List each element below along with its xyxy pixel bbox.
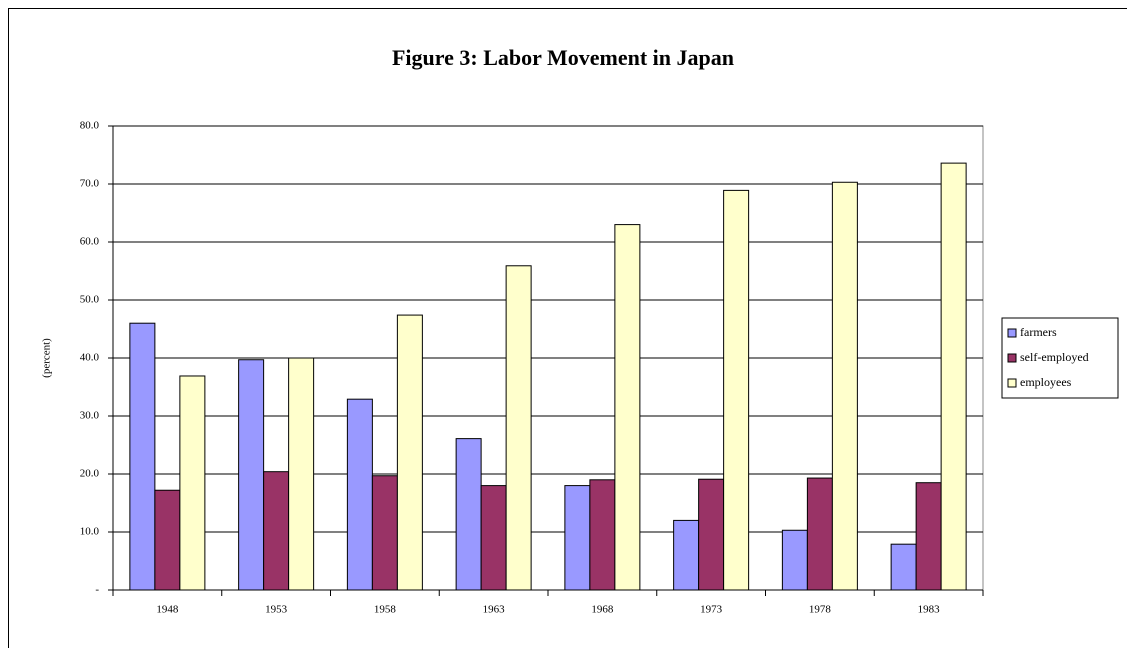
x-tick-label: 1953 [265, 604, 288, 616]
bar [371, 475, 398, 591]
bar [698, 478, 725, 591]
x-tick-label: 1958 [374, 604, 397, 616]
y-tick-label: - [95, 584, 99, 596]
bar [890, 543, 917, 591]
legend-swatch [1007, 328, 1017, 338]
bar [915, 482, 942, 591]
bar [589, 479, 616, 591]
legend-label: self-employed [1020, 350, 1089, 364]
y-axis-label: (percent) [41, 338, 53, 378]
bar [179, 375, 206, 591]
bar [564, 485, 591, 591]
y-tick-label: 10.0 [80, 526, 100, 538]
x-tick-label: 1973 [700, 604, 723, 616]
legend-label: farmers [1020, 325, 1057, 339]
x-tick-label: 1968 [591, 604, 614, 616]
bar [673, 519, 700, 591]
bar [806, 477, 833, 591]
y-tick-label: 20.0 [80, 468, 100, 480]
bar [263, 471, 290, 591]
y-tick-label: 50.0 [80, 294, 100, 306]
legend-swatch [1007, 353, 1017, 363]
y-tick-label: 30.0 [80, 410, 100, 422]
bar [129, 322, 156, 591]
bar [346, 398, 373, 591]
y-tick-label: 40.0 [80, 352, 100, 364]
bar [154, 489, 181, 591]
x-tick-label: 1978 [809, 604, 832, 616]
bar [781, 529, 808, 591]
bar [396, 314, 423, 591]
x-tick-label: 1948 [156, 604, 179, 616]
bar [831, 181, 858, 591]
bar [288, 357, 315, 591]
legend-swatch [1007, 378, 1017, 388]
bar [614, 224, 641, 591]
x-tick-label: 1963 [483, 604, 506, 616]
legend-label: employees [1020, 375, 1072, 389]
bar [455, 438, 482, 591]
y-tick-label: 60.0 [80, 236, 100, 248]
legend-box [1001, 317, 1119, 399]
bar [238, 359, 265, 591]
bar [505, 265, 532, 591]
y-tick-label: 80.0 [80, 120, 100, 132]
bar [723, 189, 750, 591]
x-tick-label: 1983 [918, 604, 941, 616]
chart-title: Figure 3: Labor Movement in Japan [392, 45, 734, 70]
bar [480, 485, 507, 591]
bar [940, 162, 967, 591]
y-tick-label: 70.0 [80, 178, 100, 190]
